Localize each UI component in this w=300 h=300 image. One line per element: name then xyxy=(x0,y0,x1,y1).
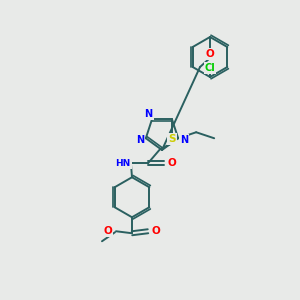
Text: HN: HN xyxy=(116,159,130,168)
Text: O: O xyxy=(168,158,176,168)
Text: O: O xyxy=(152,226,160,236)
Text: N: N xyxy=(180,135,188,145)
Text: N: N xyxy=(144,110,153,119)
Text: O: O xyxy=(103,226,112,236)
Text: S: S xyxy=(168,134,176,144)
Text: O: O xyxy=(206,49,214,59)
Text: N: N xyxy=(136,135,144,145)
Text: Cl: Cl xyxy=(205,63,215,73)
